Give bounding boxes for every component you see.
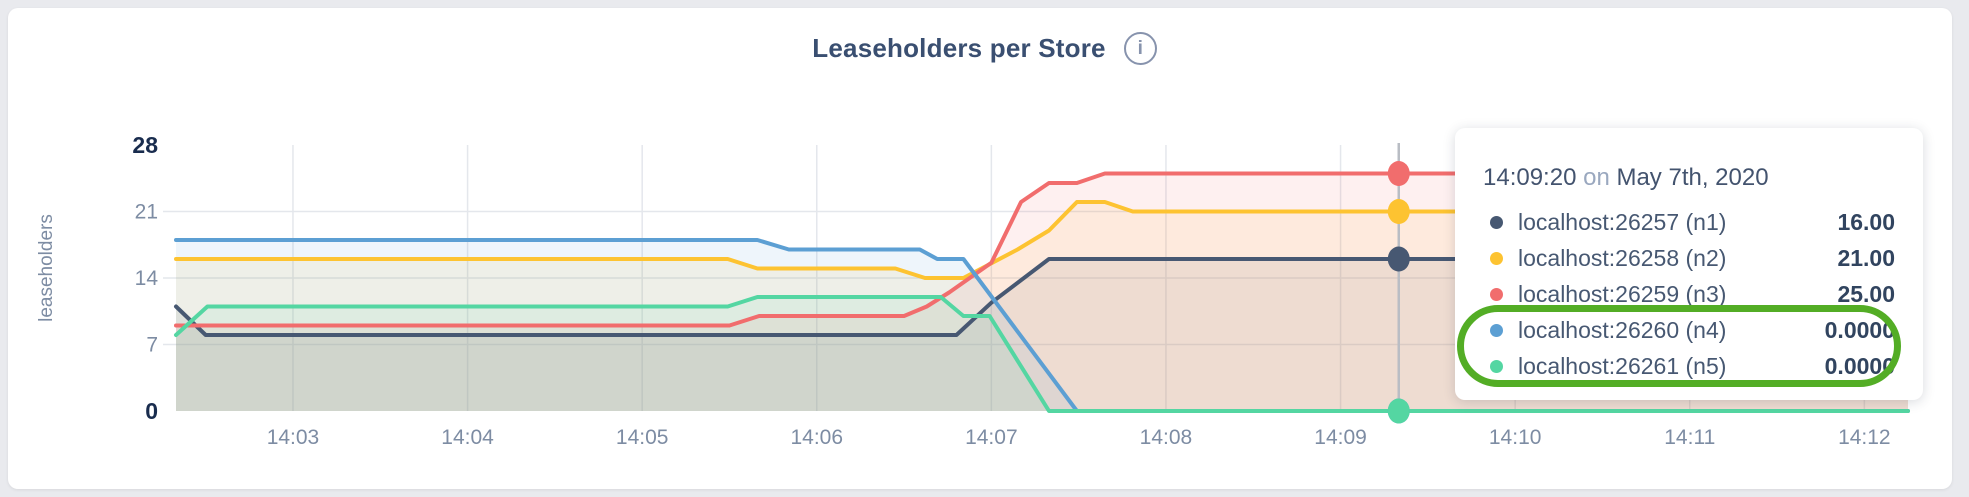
y-tick-label: 0	[145, 398, 158, 424]
x-tick-label: 14:05	[616, 426, 669, 449]
info-icon[interactable]: i	[1123, 32, 1157, 65]
tooltip-row: localhost:26258 (n2) 21.00	[1483, 240, 1895, 276]
chart-title: Leaseholders per Store	[812, 33, 1106, 63]
hover-dot-n2	[1387, 199, 1410, 224]
x-tick-label: 14:08	[1140, 426, 1193, 449]
series-value: 16.00	[1837, 208, 1895, 235]
x-tick-label: 14:12	[1838, 426, 1891, 449]
y-tick-label: 7	[146, 334, 158, 357]
series-label: localhost:26260 (n4)	[1518, 316, 1727, 343]
y-axis-title: leaseholders	[36, 214, 57, 322]
x-tick-label: 14:11	[1664, 426, 1715, 449]
series-label: localhost:26259 (n3)	[1518, 280, 1727, 307]
tooltip-row: localhost:26261 (n5) 0.0000	[1483, 348, 1895, 384]
tooltip-row: localhost:26257 (n1) 16.00	[1483, 204, 1895, 240]
hover-dot-n3	[1387, 161, 1410, 186]
series-line-n5	[174, 295, 1910, 413]
chart-header: Leaseholders per Store i	[0, 32, 1969, 65]
series-value: 0.0000	[1824, 316, 1895, 343]
y-tick-label: 14	[135, 267, 159, 290]
hover-dot-n1	[1387, 246, 1410, 272]
chart-tooltip: 14:09:20 on May 7th, 2020 localhost:2625…	[1455, 128, 1923, 400]
series-value: 25.00	[1837, 280, 1895, 307]
series-dot	[1490, 287, 1503, 301]
x-tick-label: 14:10	[1489, 426, 1542, 449]
tooltip-time: 14:09:20	[1483, 164, 1577, 191]
series-line-n1	[174, 257, 1910, 337]
x-tick-label: 14:04	[441, 426, 494, 449]
x-tick-label: 14:07	[965, 426, 1018, 449]
series-dot	[1490, 251, 1503, 265]
y-tick-label: 28	[132, 132, 158, 158]
series-label: localhost:26258 (n2)	[1518, 244, 1727, 271]
tooltip-timestamp: 14:09:20 on May 7th, 2020	[1483, 158, 1895, 198]
tooltip-rows: localhost:26257 (n1) 16.00 localhost:26258…	[1483, 204, 1895, 384]
tooltip-row: localhost:26260 (n4) 0.0000	[1483, 312, 1895, 348]
series-line-n3	[174, 171, 1910, 328]
series-area-n4	[176, 240, 1908, 411]
tooltip-date: May 7th, 2020	[1616, 164, 1769, 191]
series-dot	[1490, 323, 1503, 337]
x-tick-label: 14:09	[1314, 426, 1367, 449]
series-dot	[1490, 359, 1503, 373]
series-line-n4	[174, 238, 1910, 413]
x-tick-label: 14:03	[267, 426, 320, 449]
series-value: 21.00	[1837, 244, 1895, 271]
tooltip-preposition: on	[1583, 164, 1610, 191]
series-label: localhost:26261 (n5)	[1518, 352, 1727, 379]
y-tick-label: 21	[135, 201, 158, 224]
tooltip-row: localhost:26259 (n3) 25.00	[1483, 276, 1895, 312]
x-tick-label: 14:06	[790, 426, 843, 449]
series-dot	[1490, 215, 1503, 229]
series-value: 0.0000	[1824, 352, 1895, 379]
hover-dot-n5	[1387, 398, 1410, 424]
series-label: localhost:26257 (n1)	[1518, 208, 1727, 235]
